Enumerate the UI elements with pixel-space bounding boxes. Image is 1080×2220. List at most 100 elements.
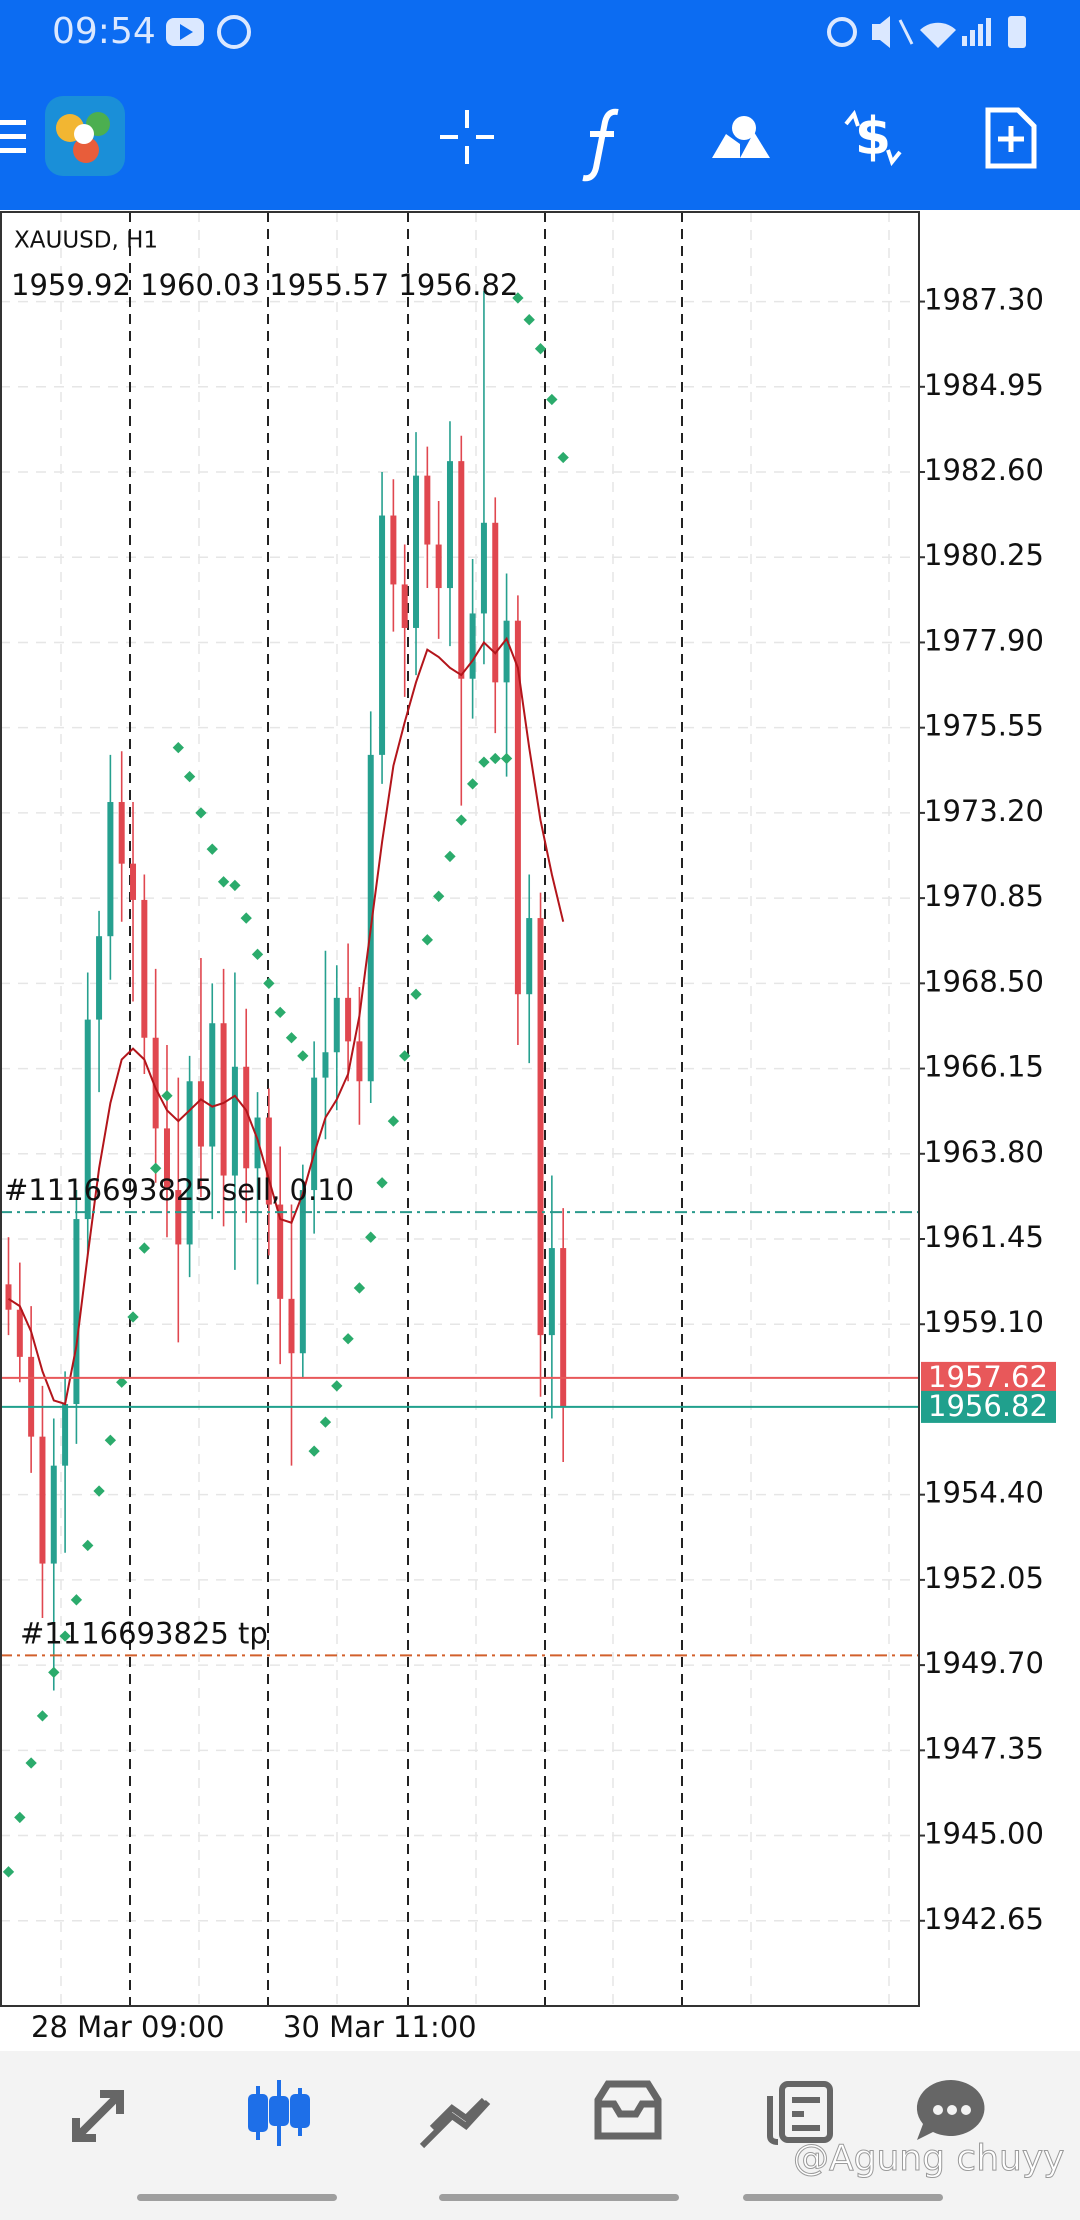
candle-body: [243, 1066, 250, 1169]
candle-body: [401, 584, 408, 628]
nav-chart[interactable]: [248, 2080, 310, 2146]
ask-tag: [921, 1361, 1056, 1394]
candle-body: [118, 802, 125, 864]
candle-body: [311, 1077, 318, 1191]
sar-dot: [557, 451, 569, 464]
candle-body: [379, 515, 386, 755]
trade-button[interactable]: $: [844, 107, 902, 167]
candle-body: [231, 1066, 238, 1176]
y-tick-label: 1959.10: [924, 1305, 1044, 1339]
candle-body: [446, 461, 453, 589]
indicators-button[interactable]: [582, 108, 619, 182]
sar-dot: [240, 912, 252, 924]
ohlc-text: 1959.92 1960.03 1955.57 1956.82: [11, 268, 518, 302]
candle-body: [5, 1284, 12, 1310]
trade-icon: $: [855, 107, 891, 167]
sar-dot: [489, 752, 501, 765]
candle-body: [50, 1465, 57, 1564]
sar-dot: [138, 1242, 150, 1254]
sar-dot: [25, 1757, 37, 1769]
sar-dot: [410, 988, 422, 1000]
sar-dot: [82, 1539, 94, 1552]
y-tick-label: 1984.95: [924, 368, 1044, 402]
bottom-nav: [0, 2051, 1080, 2220]
sar-dot: [251, 948, 264, 960]
nav-messages[interactable]: [916, 2080, 985, 2140]
candle-body: [492, 522, 499, 683]
y-tick-label: 1987.30: [924, 283, 1044, 317]
candle-body: [469, 613, 476, 679]
nav-history[interactable]: [594, 2080, 662, 2140]
bid-tag-label: 1956.82: [928, 1389, 1048, 1423]
candle-body: [390, 515, 397, 585]
candle-body: [62, 1404, 69, 1466]
nav-news[interactable]: [767, 2081, 833, 2145]
candle-body: [175, 1190, 182, 1245]
time-label: 28 Mar 09:00: [31, 2010, 225, 2044]
y-tick-label: 1949.70: [924, 1646, 1044, 1680]
candle-body: [186, 1081, 193, 1245]
menu-button[interactable]: [0, 120, 26, 153]
candle-body: [141, 899, 148, 1038]
bid-tag: [921, 1390, 1056, 1423]
sar-dot: [331, 1380, 343, 1392]
candle-body: [526, 918, 533, 995]
sar-dot: [534, 343, 547, 355]
sar-dot: [2, 1866, 15, 1878]
horizontal-grid: [0, 300, 919, 1922]
y-tick-label: 1945.00: [924, 1817, 1044, 1851]
sar-dot: [466, 778, 479, 790]
sar-dot: [433, 890, 445, 902]
sar-dot: [455, 814, 467, 826]
system-nav-bar: [137, 2194, 943, 2201]
candle-body: [548, 1248, 555, 1336]
sar-dot: [444, 850, 456, 863]
candle-body: [73, 1219, 80, 1405]
nav-trade[interactable]: [419, 2097, 491, 2149]
app-logo[interactable]: [45, 96, 125, 176]
ask-tag-label: 1957.62: [928, 1360, 1048, 1394]
candle-body: [209, 1023, 216, 1147]
watermark: @Agung chuyy: [793, 2138, 1064, 2179]
candle-body: [424, 475, 431, 545]
candle-body: [39, 1436, 46, 1564]
sar-dot: [183, 770, 196, 783]
sar-dot: [512, 292, 524, 304]
status-notification-icons: [166, 15, 251, 49]
status-system-icons: [827, 16, 1026, 48]
sar-dot: [399, 1050, 411, 1062]
sar-dot: [308, 1445, 320, 1457]
objects-button[interactable]: [712, 116, 770, 158]
y-tick-label: 1977.90: [924, 623, 1044, 657]
sar-dot: [93, 1485, 105, 1497]
nav-quotes[interactable]: [72, 2090, 124, 2142]
sar-dot: [104, 1434, 117, 1446]
candle-body: [537, 918, 544, 1336]
candle-body: [16, 1309, 23, 1357]
chart-symbol: XAUUSD, H1: [14, 228, 158, 254]
candle-body: [96, 936, 103, 1020]
status-time: 09:54: [52, 11, 156, 52]
crosshair-button[interactable]: [440, 110, 494, 164]
vertical-grid: [60, 212, 890, 2006]
chart-frame: [0, 211, 920, 2007]
candle-body: [299, 1190, 306, 1354]
plot: [0, 290, 919, 1878]
sar-dot: [206, 843, 218, 855]
candle-body: [503, 620, 510, 683]
new-order-button[interactable]: [985, 107, 1037, 169]
y-tick-label: 1961.45: [924, 1220, 1044, 1254]
candle-body: [288, 1298, 295, 1354]
sar-dot: [263, 977, 275, 990]
sar-dot: [376, 1177, 388, 1189]
candle-body: [345, 997, 352, 1042]
sar-dot: [172, 741, 184, 754]
y-tick-label: 1970.85: [924, 879, 1044, 913]
sar-dot: [274, 1006, 286, 1019]
app-header: [0, 0, 1080, 210]
y-tick-label: 1963.80: [924, 1135, 1044, 1169]
sar-dot: [353, 1282, 366, 1294]
y-tick-label: 1947.35: [924, 1731, 1044, 1765]
candle-body: [197, 1081, 204, 1147]
